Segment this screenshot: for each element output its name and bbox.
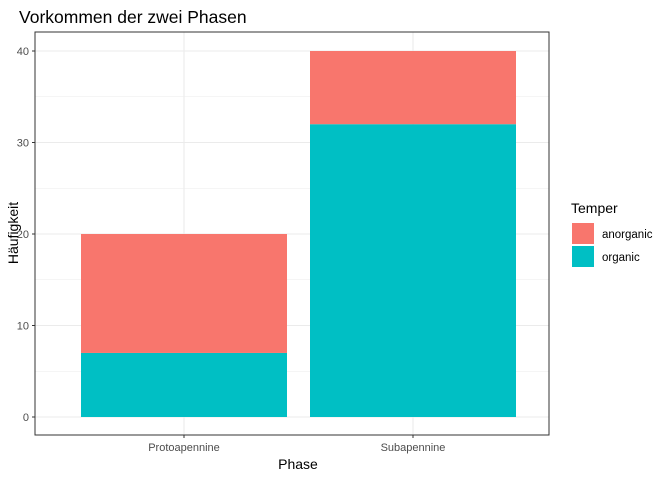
y-axis-ticks: 0 10 20 30 40 <box>17 46 35 424</box>
legend-label-anorganic: anorganic <box>602 229 653 241</box>
bar-anorganic-subapennine <box>310 51 516 125</box>
chart-title: Vorkommen der zwei Phasen <box>19 7 247 27</box>
x-axis-ticks: Protoapennine Subapennine <box>148 435 445 454</box>
x-axis-title: Phase <box>278 456 318 472</box>
y-tick-label: 0 <box>23 412 29 424</box>
legend-swatch-organic <box>572 246 594 267</box>
y-tick-label: 40 <box>17 46 29 58</box>
legend-title: Temper <box>571 200 618 216</box>
bars <box>81 51 516 417</box>
legend-label-organic: organic <box>602 252 640 264</box>
x-tick-label: Protoapennine <box>148 442 220 454</box>
bar-organic-protoapennine <box>81 352 287 417</box>
x-tick-label: Subapennine <box>381 442 446 454</box>
y-tick-label: 30 <box>17 138 29 150</box>
y-tick-label: 10 <box>17 321 29 333</box>
legend-entries: anorganic organic <box>572 223 653 267</box>
y-tick-label: 20 <box>17 229 29 241</box>
y-axis-title: Häufigkeit <box>5 202 21 264</box>
bar-organic-subapennine <box>310 124 516 417</box>
bar-anorganic-protoapennine <box>81 234 287 353</box>
legend: Temper anorganic organic <box>571 200 653 267</box>
legend-swatch-anorganic <box>572 223 594 244</box>
